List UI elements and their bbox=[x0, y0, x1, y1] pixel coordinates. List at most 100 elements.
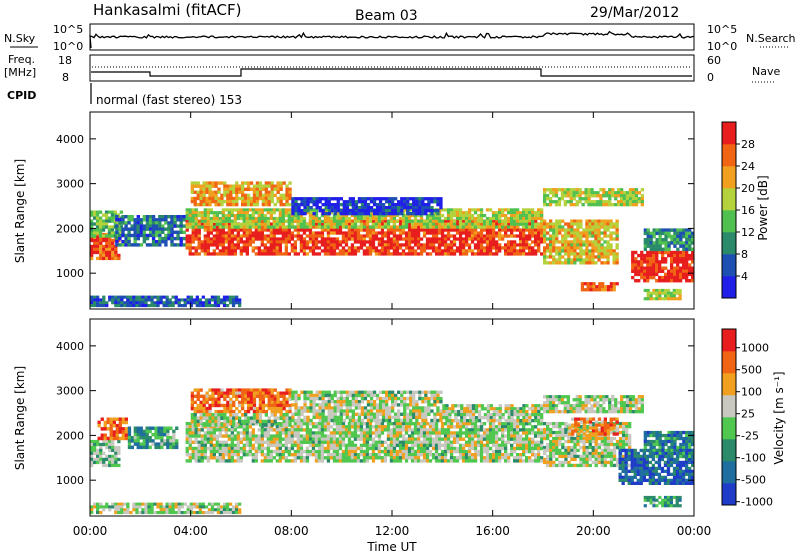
velocity-colorbar-tick-6: -500 bbox=[741, 474, 766, 487]
power-region-12 bbox=[643, 288, 682, 301]
xtick-label-4: 16:00 bbox=[475, 524, 510, 538]
power-colorbar-segment-2 bbox=[722, 232, 736, 255]
power-colorbar-segment-0 bbox=[722, 276, 736, 299]
power-colorbar-tick-6: 28 bbox=[741, 138, 755, 151]
power-colorbar-segment-4 bbox=[722, 188, 736, 211]
velocity-heatmap: 1000 2000 3000 4000 bbox=[56, 318, 695, 517]
beam-title: Beam 03 bbox=[355, 8, 418, 24]
power-region-13 bbox=[580, 282, 619, 292]
velocity-colorbar-segment-2 bbox=[722, 439, 736, 462]
velocity-region-1 bbox=[97, 417, 128, 441]
power-colorbar-tick-5: 24 bbox=[741, 160, 755, 173]
power-region-1 bbox=[90, 210, 123, 238]
velocity-region-11 bbox=[618, 448, 695, 485]
xtick-label-1: 04:00 bbox=[173, 524, 208, 538]
noise-ytick-top-left: 10^5 bbox=[53, 23, 83, 36]
nave-label: Nave bbox=[752, 65, 780, 78]
power-colorbar-segment-3 bbox=[722, 210, 736, 233]
power-region-10 bbox=[643, 228, 695, 252]
freq-panel-frame bbox=[89, 54, 695, 82]
power-colorbar-segment-6 bbox=[722, 144, 736, 167]
power-ytick-label-1: 2000 bbox=[56, 222, 84, 235]
velocity-ytick-label-1: 2000 bbox=[56, 429, 84, 442]
velocity-colorbar-tick-2: 100 bbox=[741, 386, 762, 399]
power-ylabel: Slant Range [km] bbox=[13, 159, 27, 263]
velocity-region-2 bbox=[127, 426, 179, 450]
noise-ytick-top-right: 10^5 bbox=[707, 23, 737, 36]
velocity-colorbar-tick-7: -1000 bbox=[741, 496, 773, 509]
velocity-colorbar-tick-5: -100 bbox=[741, 452, 766, 465]
velocity-ytick-label-3: 4000 bbox=[56, 340, 84, 353]
power-region-11 bbox=[90, 295, 242, 308]
power-region-6 bbox=[291, 197, 443, 216]
velocity-colorbar-tick-3: 25 bbox=[741, 408, 755, 421]
xtick-label-0: 00:00 bbox=[73, 524, 108, 538]
freq-line bbox=[91, 68, 692, 77]
velocity-region-7 bbox=[442, 404, 544, 423]
power-region-7 bbox=[543, 219, 619, 265]
power-colorbar-label: Power [dB] bbox=[756, 175, 770, 240]
freq-left-tick-top: 18 bbox=[58, 54, 72, 67]
power-colorbar-tick-1: 8 bbox=[741, 248, 748, 261]
noise-right-label: N.Search bbox=[746, 32, 796, 45]
date-title: 29/Mar/2012 bbox=[590, 5, 679, 21]
power-colorbar-segment-5 bbox=[722, 166, 736, 189]
velocity-region-6 bbox=[291, 390, 443, 423]
power-colorbar-tick-3: 16 bbox=[741, 204, 755, 217]
velocity-region-14 bbox=[643, 495, 682, 508]
velocity-colorbar-segment-1 bbox=[722, 461, 736, 484]
power-colorbar-tick-0: 4 bbox=[741, 270, 748, 283]
velocity-ytick-label-2: 3000 bbox=[56, 385, 84, 398]
power-colorbar-tick-4: 20 bbox=[741, 182, 755, 195]
freq-left-tick-bottom: 8 bbox=[62, 71, 69, 84]
noise-ytick-bottom-left: 10^0 bbox=[53, 40, 83, 53]
power-region-2 bbox=[115, 215, 186, 247]
velocity-colorbar-label: Velocity [m s⁻¹] bbox=[772, 371, 786, 464]
power-heatmap: 1000 2000 3000 4000 bbox=[56, 111, 695, 310]
velocity-region-4 bbox=[190, 388, 292, 414]
power-ytick-label-3: 4000 bbox=[56, 133, 84, 146]
cpid-mode: normal (fast stereo) 153 bbox=[96, 93, 242, 107]
station-title: Hankasalmi (fitACF) bbox=[93, 1, 241, 19]
power-colorbar-tick-2: 12 bbox=[741, 226, 755, 239]
power-ytick-label-2: 3000 bbox=[56, 178, 84, 191]
velocity-region-10 bbox=[543, 395, 644, 414]
freq-right-tick-bottom: 0 bbox=[707, 71, 714, 84]
xtick-label-6: 00:00 bbox=[677, 524, 712, 538]
velocity-colorbar-segment-5 bbox=[722, 373, 736, 396]
power-colorbar-segment-7 bbox=[722, 122, 736, 145]
xtick-label-2: 08:00 bbox=[274, 524, 309, 538]
velocity-colorbar-tick-1: 500 bbox=[741, 364, 762, 377]
power-region-8 bbox=[543, 188, 644, 207]
velocity-colorbar-segment-6 bbox=[722, 351, 736, 374]
velocity-region-5 bbox=[190, 413, 292, 427]
velocity-ytick-label-0: 1000 bbox=[56, 474, 84, 487]
velocity-region-9 bbox=[568, 417, 619, 436]
velocity-ylabel: Slant Range [km] bbox=[13, 366, 27, 470]
freq-right-tick-top: 60 bbox=[707, 54, 721, 67]
noise-sky-line bbox=[89, 30, 695, 49]
xtick-label-3: 12:00 bbox=[375, 524, 410, 538]
velocity-region-13 bbox=[90, 502, 242, 515]
velocity-colorbar-segment-4 bbox=[722, 395, 736, 418]
power-ytick-label-0: 1000 bbox=[56, 267, 84, 280]
velocity-colorbar-segment-3 bbox=[722, 417, 736, 440]
velocity-colorbar-tick-0: 1000 bbox=[741, 342, 769, 355]
power-region-5 bbox=[190, 181, 292, 207]
velocity-colorbar-segment-7 bbox=[722, 329, 736, 352]
power-region-9 bbox=[631, 250, 695, 283]
velocity-colorbar-segment-0 bbox=[722, 483, 736, 506]
noise-ytick-bottom-right: 10^0 bbox=[707, 40, 737, 53]
freq-left-label-1: Freq. bbox=[8, 53, 35, 66]
noise-left-label: N.Sky bbox=[4, 32, 36, 45]
power-colorbar-segment-1 bbox=[722, 254, 736, 277]
xtick-label-5: 20:00 bbox=[576, 524, 611, 538]
velocity-region-3 bbox=[185, 422, 544, 463]
cpid-label: CPID bbox=[7, 89, 36, 102]
velocity-colorbar-tick-4: -25 bbox=[741, 430, 759, 443]
xlabel: Time UT bbox=[366, 540, 417, 554]
freq-left-label-2: [MHz] bbox=[4, 66, 36, 79]
velocity-region-0 bbox=[90, 439, 121, 468]
